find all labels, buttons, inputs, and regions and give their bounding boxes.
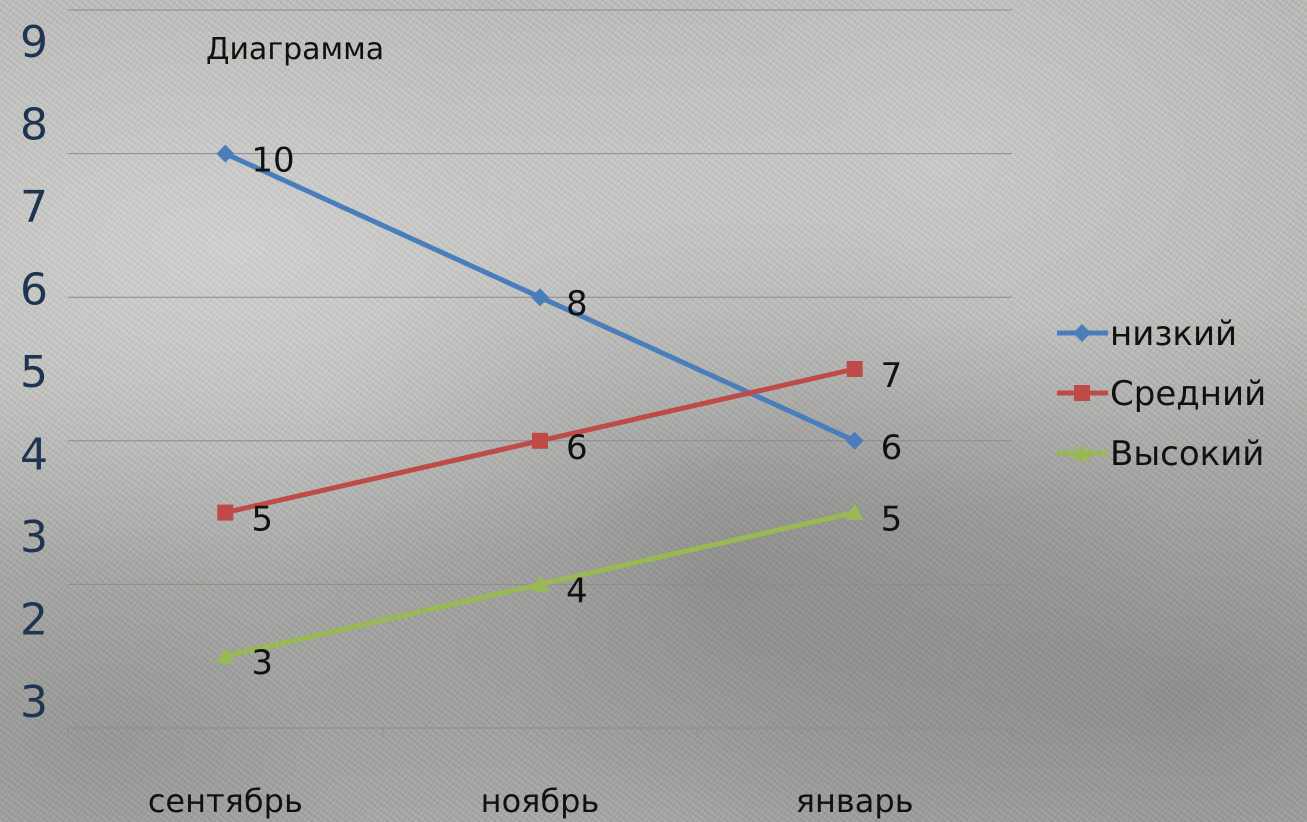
legend-marker (1074, 385, 1090, 401)
legend-item: Высокий (1057, 434, 1264, 474)
data-point (216, 647, 235, 664)
legend-marker (1073, 324, 1091, 342)
y-tick-label: 4 (20, 430, 48, 481)
data-label: 5 (251, 500, 273, 540)
x-axis: сентябрь ноябрь январь (67, 727, 1013, 820)
x-tick-label: январь (796, 782, 914, 820)
y-tick-label: 8 (20, 100, 48, 151)
y-tick-label: 3 (20, 677, 48, 728)
y-tick-label: 7 (20, 182, 48, 233)
series-layer: 10 8 6 5 6 7 3 4 5 (216, 141, 903, 683)
legend-marker (1073, 444, 1091, 461)
y-tick-label: 9 (20, 17, 48, 68)
series-1: 10 8 6 (216, 141, 902, 468)
data-point (845, 503, 864, 520)
x-tick-label: ноябрь (481, 782, 600, 820)
y-tick-label: 3 (20, 512, 48, 563)
y-tick-label: 5 (20, 347, 48, 398)
data-point (216, 144, 235, 163)
data-point (845, 431, 864, 450)
y-axis-tick-labels: 9 8 7 6 5 4 3 2 3 (20, 17, 48, 728)
chart-title: Диаграмма (206, 32, 385, 67)
legend: низкий Средний Высокий (1057, 314, 1266, 474)
legend-label: Средний (1110, 374, 1266, 414)
data-label: 7 (881, 356, 903, 396)
data-point (531, 575, 549, 592)
legend-item: низкий (1057, 314, 1237, 354)
y-tick-label: 6 (20, 265, 48, 316)
data-point (532, 432, 548, 449)
data-label: 4 (566, 571, 588, 611)
data-label: 3 (251, 643, 273, 683)
x-tick-label: сентябрь (148, 782, 303, 820)
series-2: 5 6 7 (217, 356, 902, 540)
data-point (531, 288, 549, 307)
legend-label: низкий (1110, 314, 1237, 354)
y-tick-label: 2 (20, 595, 48, 646)
series-3: 3 4 5 (216, 500, 903, 683)
data-point (217, 504, 234, 521)
legend-item: Средний (1057, 374, 1266, 414)
data-label: 6 (566, 428, 588, 468)
data-label: 8 (566, 284, 588, 324)
legend-label: Высокий (1110, 434, 1264, 474)
data-label: 10 (251, 141, 294, 181)
data-label: 6 (881, 428, 903, 468)
data-point (846, 361, 863, 377)
data-label: 5 (881, 500, 903, 540)
